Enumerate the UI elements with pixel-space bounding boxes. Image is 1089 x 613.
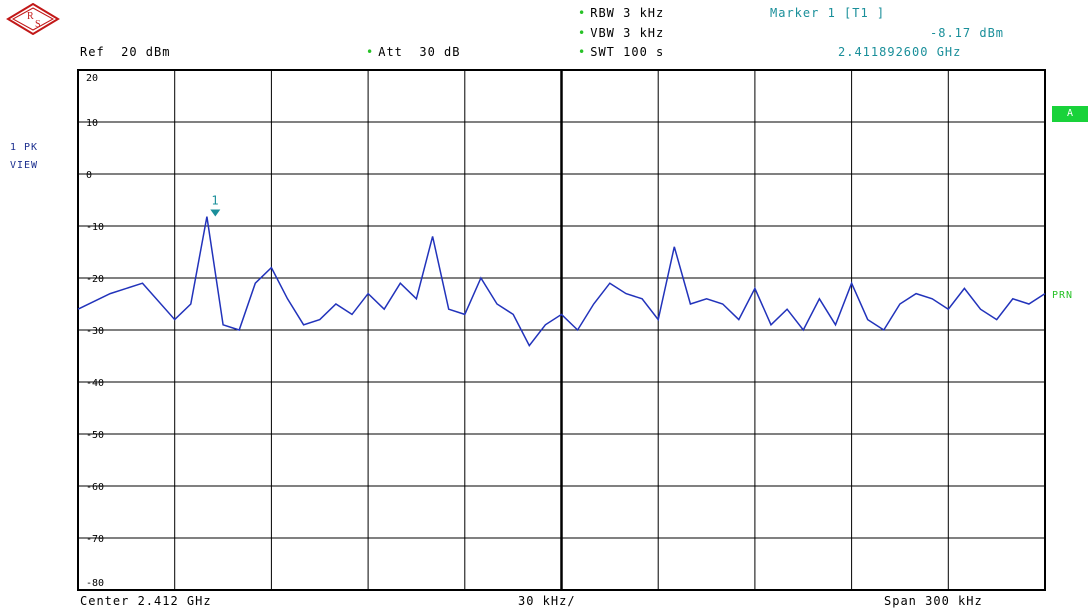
- y-tick-label: 10: [86, 118, 98, 129]
- y-tick-label: -10: [86, 222, 104, 233]
- span-label: Span 300 kHz: [884, 594, 983, 608]
- marker-1-symbol: [210, 209, 221, 217]
- per-division-label: 30 kHz/: [518, 594, 576, 608]
- center-frequency-label: Center 2.412 GHz: [80, 594, 212, 608]
- trace-a-badge: A: [1052, 106, 1088, 122]
- y-tick-label: -60: [86, 482, 104, 493]
- attenuation-label: Att 30 dB: [366, 45, 460, 59]
- marker-level: -8.17 dBm: [930, 26, 1005, 40]
- grid: [77, 69, 1046, 591]
- svg-text:S: S: [35, 19, 41, 30]
- y-tick-labels: 20 10 0 -10 -20 -30 -40 -50 -60 -70 -80: [86, 73, 104, 589]
- y-tick-label: -70: [86, 534, 104, 545]
- y-tick-label: 0: [86, 170, 92, 181]
- y-tick-label: -50: [86, 430, 104, 441]
- sweep-time-label: SWT 100 s: [578, 45, 664, 59]
- ref-level-label: Ref 20 dBm: [80, 45, 171, 59]
- trace-view-label: VIEW: [10, 160, 39, 171]
- marker-1-label: 1: [211, 193, 218, 207]
- rohde-schwarz-logo: R S: [6, 3, 60, 35]
- y-tick-label: -80: [86, 578, 104, 589]
- marker-frequency: 2.411892600 GHz: [838, 45, 962, 59]
- marker-title: Marker 1 [T1 ]: [770, 6, 886, 20]
- y-tick-label: -40: [86, 378, 104, 389]
- vbw-label: VBW 3 kHz: [578, 26, 664, 40]
- y-tick-label: -30: [86, 326, 104, 337]
- rbw-label: RBW 3 kHz: [578, 6, 664, 20]
- trace-mode-label: 1 PK: [10, 142, 39, 153]
- spectrum-trace: [77, 216, 1046, 347]
- svg-text:R: R: [27, 11, 34, 22]
- y-tick-label: 20: [86, 73, 98, 84]
- prn-label: PRN: [1052, 290, 1074, 301]
- y-tick-label: -20: [86, 274, 104, 285]
